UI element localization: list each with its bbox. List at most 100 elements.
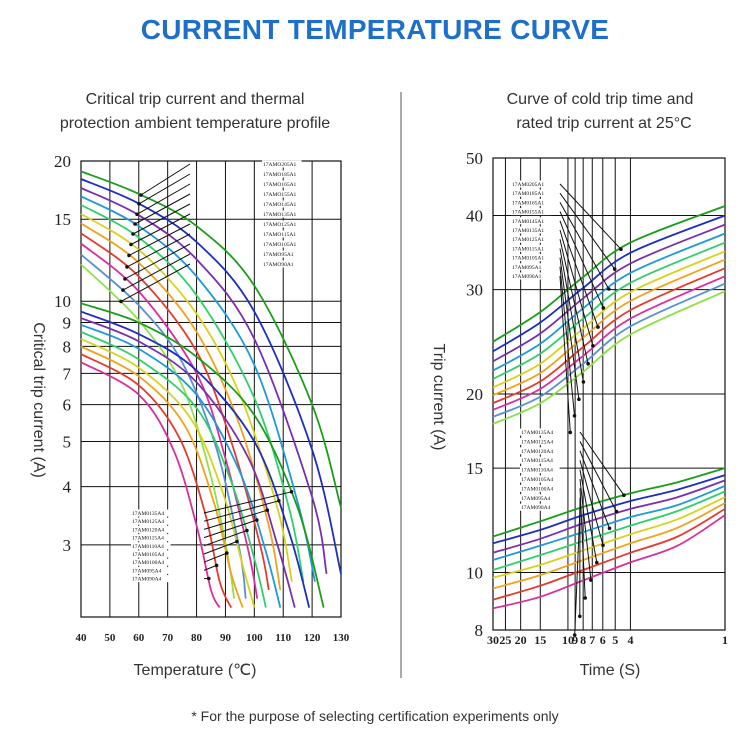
left-chart-upper-legend-label: 17AMO155A1: [263, 192, 297, 198]
right-chart-upper-series-line: [492, 214, 726, 353]
left-chart-legend-bg: [262, 220, 302, 228]
right-chart-upper-series-line: [492, 267, 726, 405]
right-chart-upper-legend-label: 17AM0115A1: [512, 246, 544, 252]
left-chart-legend-leader: [203, 530, 248, 547]
right-chart-upper-series-line: [492, 258, 726, 397]
right-chart-legend-leader: [559, 220, 599, 328]
left-chart-upper-legend-label: 17AMO125A1: [263, 222, 297, 228]
left-chart-legend-bg: [131, 534, 171, 542]
right-chart-legend-dot: [596, 325, 600, 329]
left-chart-x-tick-label: 90: [220, 632, 232, 644]
left-chart-lower-series-line: [80, 353, 233, 608]
right-chart-legend-bg: [511, 263, 551, 271]
left-chart-legend-dot: [127, 253, 131, 258]
right-chart-y-tick-label: 8: [475, 621, 484, 640]
left-chart-upper-legend-label: 17AMO165A1: [263, 182, 297, 188]
right-chart-legend-bg: [511, 180, 551, 188]
right-chart-legend-bg: [520, 447, 560, 455]
right-chart-legend-dot: [583, 596, 587, 600]
left-chart-y-tick-label: 10: [54, 292, 71, 311]
left-chart-x-tick-label: 130: [333, 632, 350, 644]
right-chart: Curve of cold trip time and rated trip c…: [430, 91, 728, 679]
right-chart-upper-series-line: [492, 241, 726, 380]
left-chart-lower-series-line: [80, 345, 244, 608]
right-chart-upper-legend-label: 17AM0105A1: [512, 256, 544, 262]
right-chart-legend-leader: [579, 478, 592, 581]
right-chart-legend-leader: [559, 192, 616, 270]
right-chart-x-tick-label: 4: [627, 633, 633, 647]
left-chart-lower-series-line: [80, 302, 325, 608]
right-chart-legend-dot: [581, 380, 586, 384]
left-chart-legend-dot: [214, 563, 219, 568]
right-chart-upper-series-line: [492, 250, 726, 389]
right-chart-legend-dot: [612, 267, 617, 271]
left-chart-upper-legend-label: 17AMO205A1: [263, 162, 297, 168]
left-chart-y-tick-label: 9: [63, 314, 72, 333]
right-chart-legend-dot: [586, 361, 590, 366]
left-chart-lower-legend-label: 17AM0120A4: [132, 527, 164, 533]
right-chart-legend-dot: [572, 633, 577, 637]
left-chart-lower-legend-label: 17AM0105A4: [132, 552, 164, 558]
right-chart-upper-legend-label: 17AM0135A1: [512, 228, 544, 234]
left-chart-upper-legend-label: 17AMO115A1: [263, 232, 296, 238]
right-chart-legend-leader: [579, 431, 625, 496]
left-chart-legend-bg: [262, 240, 302, 248]
right-chart-legend-dot: [589, 578, 593, 582]
left-chart-x-tick-label: 40: [76, 632, 88, 644]
left-chart-upper-legend-label: 17AMO90A1: [263, 262, 294, 268]
left-chart-y-tick-label: 6: [63, 396, 72, 415]
right-chart-x-tick-label: 6: [600, 633, 606, 647]
right-chart-x-tick-label: 30: [487, 633, 499, 647]
right-chart-legend-bg: [520, 484, 560, 492]
right-chart-x-tick-label: 25: [499, 633, 511, 647]
right-chart-legend-leader: [579, 441, 617, 512]
right-chart-upper-legend-label: 17AM090A1: [512, 274, 542, 280]
right-chart-legend-bg: [511, 208, 551, 216]
left-chart-y-tick-label: 8: [63, 337, 72, 356]
right-chart-y-tick-label: 15: [466, 459, 483, 478]
left-chart-legend-leader: [203, 491, 292, 514]
left-chart-x-tick-label: 110: [275, 632, 291, 644]
left-chart-legend-leader: [136, 183, 191, 215]
left-chart-legend-dot: [289, 490, 294, 494]
left-chart-upper-series-line: [80, 187, 328, 574]
left-chart-upper-series-line: [80, 170, 342, 509]
left-chart-legend-bg: [262, 210, 302, 218]
left-chart-legend-dot: [265, 508, 270, 512]
right-chart-upper-series-line: [492, 223, 726, 363]
right-chart-lower-legend-label: 17AM095A4: [521, 496, 551, 502]
right-chart-legend-bg: [511, 217, 551, 225]
right-chart-lower-legend-label: 17AM090A4: [521, 505, 551, 511]
right-chart-legend-bg: [511, 235, 551, 243]
left-chart-lower-series-line: [80, 330, 267, 608]
right-chart-legend-leader: [579, 488, 586, 599]
left-chart-lower-series-line: [80, 361, 221, 609]
right-chart-lower-legend-label: 17AM0125A4: [521, 439, 553, 445]
left-chart-legend-bg: [131, 517, 171, 525]
right-chart-legend-bg: [511, 272, 551, 280]
left-chart-legend-bg: [262, 250, 302, 258]
right-chart-legend-dot: [607, 287, 611, 291]
left-chart-legend-bg: [131, 575, 171, 583]
right-chart-upper-legend-label: 17AM0145A1: [512, 219, 544, 225]
right-chart-legend-bg: [511, 198, 551, 206]
left-chart-x-tick-label: 50: [104, 632, 116, 644]
left-chart-series: [80, 170, 342, 609]
left-chart-legend-leader: [134, 193, 191, 225]
right-chart-legend-dot: [607, 526, 612, 531]
left-chart-upper-series-line: [80, 242, 259, 599]
right-chart-legend-dot: [614, 509, 619, 514]
left-chart-y-tick-label: 5: [63, 432, 72, 451]
right-chart-legend-dot: [568, 430, 573, 435]
left-chart-legend-bg: [262, 160, 302, 168]
left-chart-legend-dot: [207, 576, 211, 581]
left-chart-lower-series-line: [80, 338, 256, 608]
right-chart-x-tick-label: 8: [580, 633, 586, 647]
right-chart-title-line-1: Curve of cold trip time and: [507, 91, 694, 108]
left-chart-legend-dot: [235, 539, 239, 544]
right-chart-legend-leader: [559, 202, 610, 290]
left-chart-legend-dot: [135, 212, 139, 217]
right-chart-legend-bg: [520, 437, 560, 445]
left-chart-legend-bg: [131, 558, 171, 566]
